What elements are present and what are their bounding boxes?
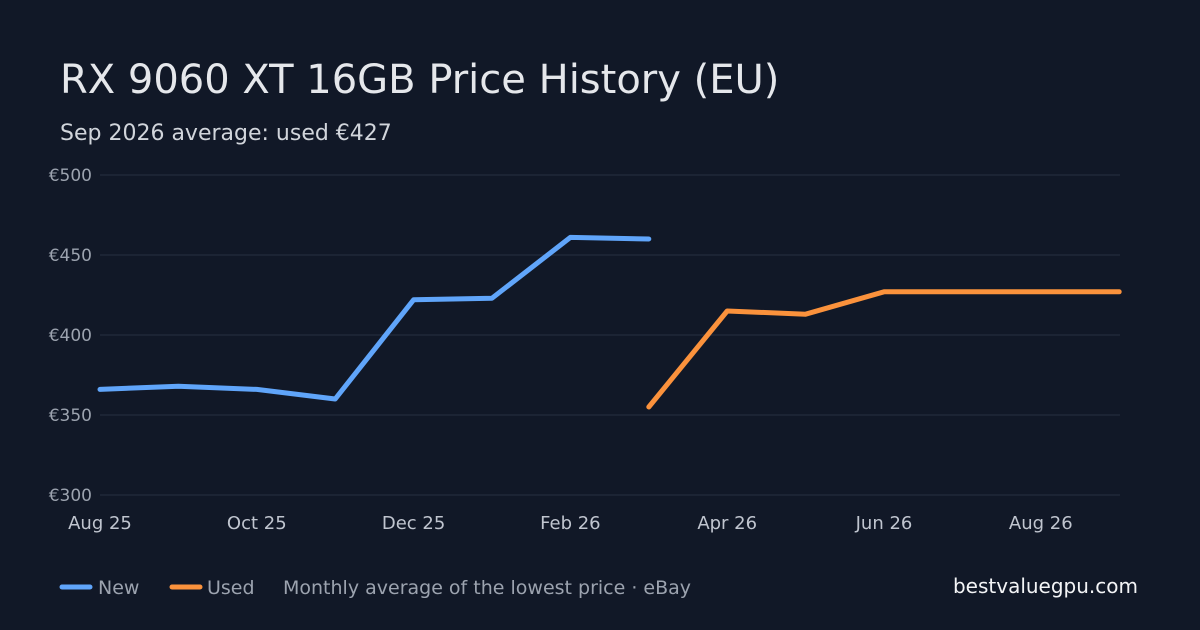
y-tick-label: €350: [49, 406, 92, 426]
y-tick-label: €450: [49, 246, 92, 266]
series-lines: [97, 234, 1122, 410]
footer-brand: bestvaluegpu.com: [953, 574, 1138, 598]
footer-note: Monthly average of the lowest price · eB…: [283, 577, 691, 599]
y-axis-ticks: €300 €350 €400 €450 €500: [49, 166, 92, 506]
series-line-new: [97, 234, 652, 402]
x-tick-label: Aug 26: [1009, 513, 1073, 534]
x-tick-label: Apr 26: [697, 513, 757, 534]
x-tick-label: Feb 26: [540, 513, 601, 534]
series-line-used: [646, 289, 1122, 410]
x-tick-label: Dec 25: [382, 513, 445, 534]
x-tick-label: Jun 26: [855, 513, 913, 534]
legend: New Used: [59, 577, 255, 599]
x-axis-ticks: Aug 25 Oct 25 Dec 25 Feb 26 Apr 26 Jun 26 Aug …: [68, 513, 1073, 534]
legend-label-used: Used: [207, 577, 255, 599]
chart-subtitle: Sep 2026 average: used €427: [60, 121, 392, 146]
y-tick-label: €300: [49, 486, 92, 506]
y-tick-label: €500: [49, 166, 92, 186]
legend-label-new: New: [98, 577, 139, 599]
x-tick-label: Aug 25: [68, 513, 132, 534]
chart-title: RX 9060 XT 16GB Price History (EU): [60, 57, 779, 103]
gridlines: [100, 174, 1120, 496]
y-tick-label: €400: [49, 326, 92, 346]
x-tick-label: Oct 25: [227, 513, 287, 534]
